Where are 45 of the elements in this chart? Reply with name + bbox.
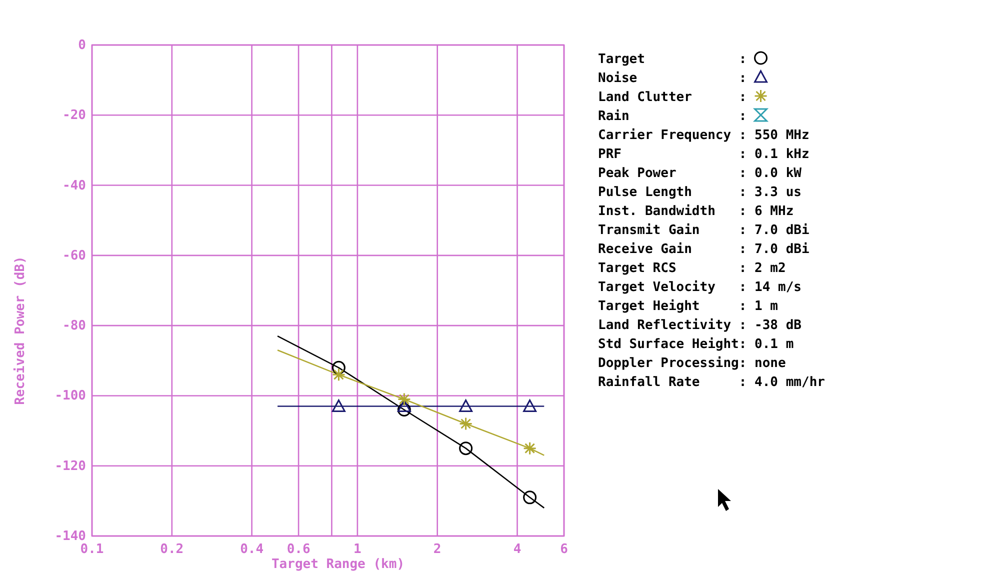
x-tick-label: 6 <box>560 542 568 557</box>
y-axis-title: Received Power (dB) <box>13 256 28 405</box>
text: Doppler Processing: none <box>598 356 786 371</box>
x-tick-label: 0.6 <box>286 542 310 557</box>
point <box>459 399 473 412</box>
point <box>523 490 537 504</box>
text: Inst. Bandwidth : 6 MHz <box>598 204 794 219</box>
legend-label: Land Clutter : <box>598 90 747 105</box>
point <box>459 417 473 431</box>
text: Std Surface Height: 0.1 m <box>598 337 794 352</box>
x-tick-label: 1 <box>354 542 362 557</box>
text: Land Reflectivity : -38 dB <box>598 318 802 333</box>
y-tick-label: -40 <box>62 178 86 194</box>
legend-label: Target : <box>598 52 747 67</box>
y-tick-label: -20 <box>62 108 86 124</box>
point <box>332 368 346 382</box>
y-tick-label: -120 <box>54 458 86 474</box>
x-tick-label: 0.1 <box>80 542 104 557</box>
text: Peak Power : 0.0 kW <box>598 166 802 181</box>
point <box>523 399 537 412</box>
legend-label: Noise : <box>598 71 747 86</box>
y-tick-label: 0 <box>78 38 86 53</box>
y-tick-label: -60 <box>62 248 86 264</box>
x-tick-label: 4 <box>513 542 522 557</box>
text: PRF : 0.1 kHz <box>598 147 810 162</box>
point <box>459 442 473 456</box>
text: Transmit Gain : 7.0 dBi <box>598 223 810 238</box>
x-axis-title: Target Range (km) <box>271 557 405 572</box>
y-tick-label: -80 <box>62 318 86 334</box>
point <box>332 360 346 374</box>
text: Target Velocity : 14 m/s <box>598 280 802 295</box>
y-tick-label: -140 <box>54 529 86 544</box>
point <box>332 399 346 412</box>
point <box>523 442 537 456</box>
y-tick-label: -100 <box>54 388 86 404</box>
text: Carrier Frequency : 550 MHz <box>598 128 810 143</box>
x-tick-label: 0.2 <box>160 542 184 557</box>
x-tick-label: 2 <box>433 542 442 557</box>
text: Target Height : 1 m <box>598 299 778 314</box>
text: Receive Gain : 7.0 dBi <box>598 242 810 257</box>
x-tick-label: 0.4 <box>240 542 264 557</box>
text: Target RCS : 2 m2 <box>598 261 786 276</box>
text: Rainfall Rate : 4.0 mm/hr <box>598 375 826 390</box>
text: Pulse Length : 3.3 us <box>598 185 802 200</box>
legend-label: Rain : <box>598 109 747 124</box>
